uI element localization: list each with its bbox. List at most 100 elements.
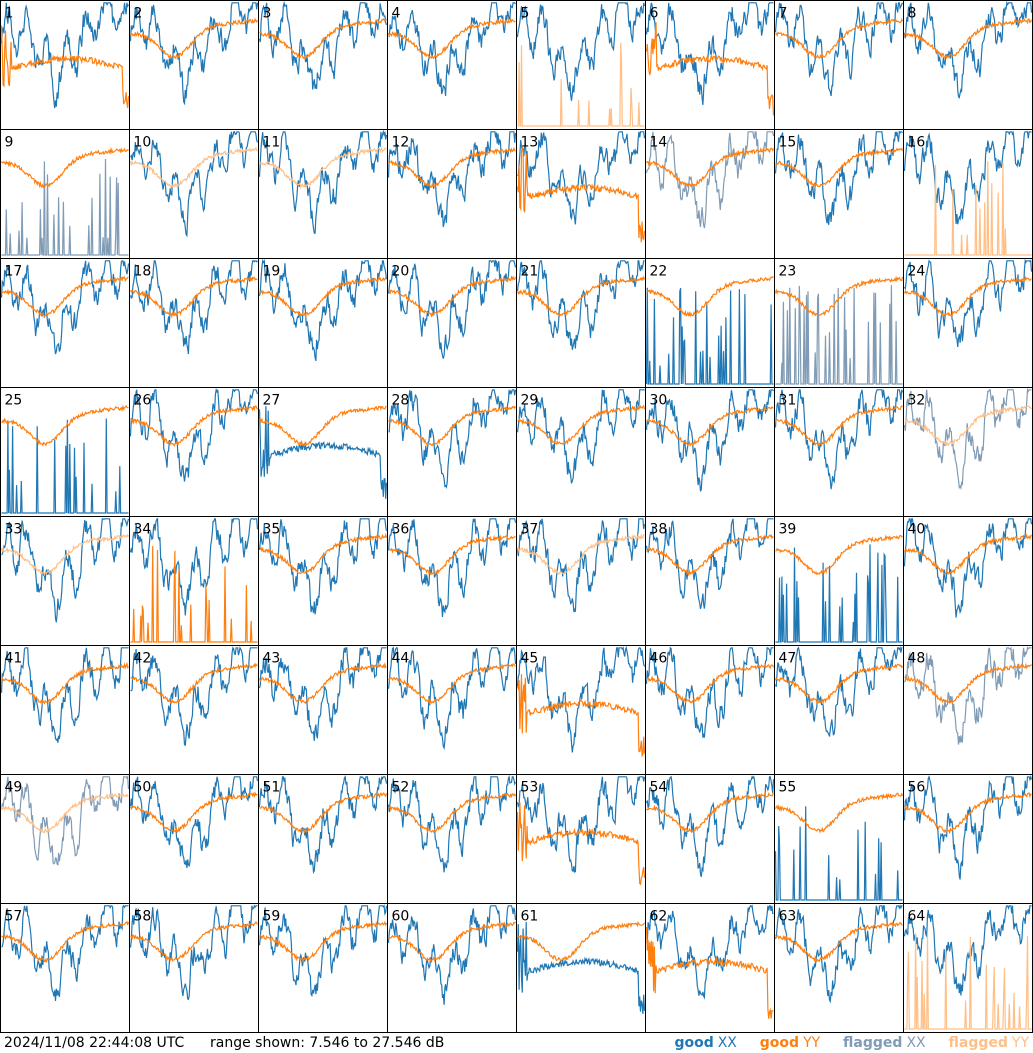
panel-number: 44: [392, 651, 410, 667]
series-yy-line: [130, 546, 258, 643]
panel-frame: [258, 516, 388, 646]
series-xx-line: [645, 518, 774, 610]
series-yy-line: [903, 275, 1032, 317]
series-xx-line: [129, 260, 258, 355]
series-xx-line: [387, 646, 517, 751]
panel-8: 8: [903, 0, 1033, 130]
panel-number: 60: [392, 909, 410, 925]
series-yy-line: [645, 926, 774, 1019]
series-xx-line: [516, 260, 645, 350]
panel-number: 31: [779, 393, 797, 409]
panel-63: 63: [774, 903, 904, 1033]
panel-33: 33: [0, 516, 130, 646]
series-yy-line: [646, 533, 774, 577]
panel-number: 9: [5, 135, 14, 151]
panel-frame: [516, 516, 646, 646]
panel-number: 40: [908, 522, 926, 538]
panel-14: 14: [645, 129, 775, 259]
series-yy-line: [516, 275, 646, 317]
panel-number: 13: [521, 135, 539, 151]
panel-56: 56: [903, 774, 1033, 904]
panel-19: 19: [258, 258, 388, 388]
series-xx-line: [645, 287, 774, 385]
panel-number: 17: [5, 264, 23, 280]
panel-61: 61: [516, 903, 646, 1033]
panel-number: 7: [779, 6, 788, 22]
panel-number: 12: [392, 135, 410, 151]
series-xx-line: [388, 389, 517, 489]
panel-18: 18: [129, 258, 259, 388]
series-yy-line: [387, 17, 516, 60]
panel-number: 14: [650, 135, 668, 151]
panel-frame: [516, 0, 646, 130]
panel-frame: [0, 516, 130, 646]
series-xx-line: [516, 921, 646, 1014]
series-yy-line: [645, 22, 775, 116]
series-yy-line: [130, 405, 259, 447]
series-xx-line: [258, 406, 388, 499]
series-yy-line: [904, 662, 1032, 704]
panel-number: 43: [263, 651, 281, 667]
panel-frame: [129, 516, 259, 646]
series-yy-line: [0, 533, 130, 577]
panel-40: 40: [903, 516, 1033, 646]
panel-6: 6: [645, 0, 775, 130]
series-xx-line: [258, 0, 388, 90]
series-yy-line: [129, 276, 258, 319]
panel-number: 36: [392, 522, 410, 538]
series-yy-line: [0, 792, 129, 834]
series-xx-line: [774, 904, 903, 1004]
series-xx-line: [903, 774, 1033, 880]
series-xx-line: [775, 544, 903, 643]
series-xx-line: [258, 647, 387, 741]
panel-1: 1: [0, 0, 130, 130]
series-xx-line: [1, 518, 130, 623]
panel-number: 23: [779, 264, 797, 280]
panel-34: 34: [129, 516, 259, 646]
panel-frame: [0, 258, 130, 388]
panel-22: 22: [645, 258, 775, 388]
panel-number: 41: [5, 651, 23, 667]
panel-number: 64: [908, 909, 926, 925]
panel-9: 9: [0, 129, 130, 259]
series-xx-line: [774, 645, 903, 737]
panel-number: 33: [5, 522, 23, 538]
series-yy-line: [774, 792, 904, 834]
series-xx-line: [129, 904, 258, 1001]
panel-number: 4: [392, 6, 401, 22]
series-xx-line: [903, 518, 1033, 618]
panel-17: 17: [0, 258, 130, 388]
series-yy-line: [258, 661, 387, 705]
series-yy-line: [259, 532, 388, 575]
series-yy-line: [645, 405, 774, 448]
series-yy-line: [516, 533, 645, 576]
series-yy-line: [903, 533, 1033, 575]
panel-number: 46: [650, 651, 668, 667]
series-xx-line: [903, 905, 1032, 996]
panel-4: 4: [387, 0, 517, 130]
series-yy-line: [1, 275, 129, 318]
series-xx-line: [387, 131, 517, 228]
panel-number: 39: [779, 522, 797, 538]
series-xx-line: [904, 646, 1032, 745]
panel-29: 29: [516, 387, 646, 517]
series-yy-line: [645, 147, 775, 188]
series-yy-line: [1, 404, 129, 447]
series-xx-line: [387, 774, 517, 873]
series-yy-line: [517, 404, 646, 445]
panel-number: 34: [134, 522, 152, 538]
series-xx-line: [774, 806, 903, 901]
panel-number: 38: [650, 522, 668, 538]
series-yy-line: [259, 18, 387, 60]
panel-number: 59: [263, 909, 281, 925]
series-yy-line: [129, 791, 258, 834]
panel-number: 8: [908, 6, 917, 22]
panel-60: 60: [387, 903, 517, 1033]
series-xx-line: [516, 389, 645, 484]
series-xx-line: [258, 129, 388, 234]
panel-number: 3: [263, 6, 272, 22]
series-yy-line: [129, 17, 259, 60]
panel-25: 25: [0, 387, 130, 517]
panel-36: 36: [387, 516, 517, 646]
